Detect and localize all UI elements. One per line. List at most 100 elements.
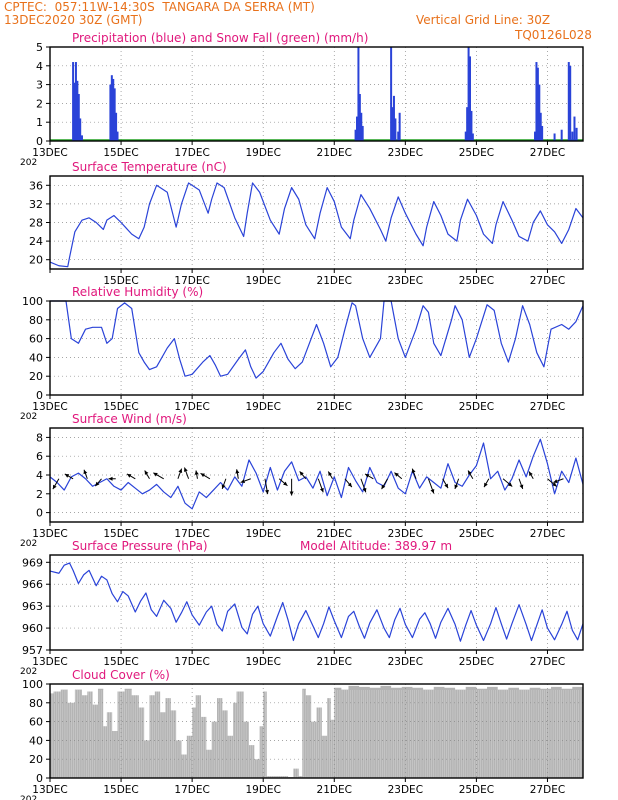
y-tick-label: 40 xyxy=(29,351,43,364)
y-tick-label: 8 xyxy=(36,431,43,444)
x-tick-label: 17DEC xyxy=(174,528,209,540)
x-tick-label: 13DEC xyxy=(32,528,67,540)
wind-arrow-head xyxy=(365,473,370,478)
wind-arrow-head xyxy=(454,484,459,489)
precip-bar xyxy=(575,127,578,141)
precip-bar xyxy=(536,67,539,141)
precip-bar xyxy=(73,82,76,141)
x-tick-label: 17DEC xyxy=(174,275,209,287)
y-tick-label: 3 xyxy=(36,79,43,92)
y-tick-label: 20 xyxy=(29,753,43,766)
precip-bar xyxy=(80,135,83,141)
precip-bar xyxy=(115,112,118,141)
wind-arrow-head xyxy=(319,487,324,493)
precip-bar xyxy=(569,65,572,141)
wind-panel: 0 2 4 6 8 13DEC 15DEC 17DEC 19DEC 21DEC 23DEC 25DEC… xyxy=(20,412,584,549)
x-tick-label: 27DEC xyxy=(530,784,565,796)
precip-bar xyxy=(571,131,574,141)
x-year-label: 202 xyxy=(20,667,37,677)
pressure-subtitle: Model Altitude: 389.97 m xyxy=(300,539,452,553)
precip-bar xyxy=(354,129,357,141)
precip-bar xyxy=(534,131,537,141)
precip-bar xyxy=(79,118,82,141)
precip-bar xyxy=(361,125,364,141)
cloud-panel: 0 20 40 60 80 100 13DEC 15DEC 17DEC 19DEC 21DEC 23D… xyxy=(20,668,584,800)
precip-bar xyxy=(560,129,563,141)
wind-arrow-head xyxy=(153,472,158,477)
x-tick-label: 21DEC xyxy=(317,147,352,159)
precip-bar xyxy=(398,112,401,141)
header-model-code: TQ0126L028 xyxy=(515,28,592,42)
precip-bar xyxy=(397,131,400,141)
x-tick-label: 15DEC xyxy=(103,147,138,159)
x-tick-label: 21DEC xyxy=(317,656,352,668)
y-tick-label: 20 xyxy=(29,370,43,383)
header-init-time: 13DEC2020 30Z (GMT) xyxy=(4,13,143,27)
wind-arrow-head xyxy=(299,471,304,476)
precip-bar xyxy=(74,62,77,141)
wind-arrow-head xyxy=(328,471,333,476)
wind-arrow-head xyxy=(552,482,557,487)
y-tick-label: 20 xyxy=(29,254,43,267)
x-tick-label: 13DEC xyxy=(32,401,67,413)
precip-bar xyxy=(116,131,119,141)
wind-arrow-head xyxy=(265,489,269,495)
x-tick-label: 25DEC xyxy=(459,401,494,413)
precip-bar xyxy=(470,110,473,141)
x-tick-label: 23DEC xyxy=(388,275,423,287)
precip-bar xyxy=(76,80,79,141)
x-tick-label: 19DEC xyxy=(245,401,280,413)
y-tick-label: 24 xyxy=(29,235,43,248)
x-tick-label: 21DEC xyxy=(317,528,352,540)
y-tick-label: 6 xyxy=(36,450,43,463)
wind-arrow-head xyxy=(221,484,226,489)
precip-bar xyxy=(391,107,394,141)
x-tick-label: 19DEC xyxy=(245,275,280,287)
wind-arrow-head xyxy=(183,467,188,472)
precip-bar xyxy=(573,116,576,141)
precip-bar xyxy=(467,47,470,141)
wind-arrow-head xyxy=(394,472,399,477)
wind-arrow-head xyxy=(178,468,183,474)
x-tick-label: 17DEC xyxy=(174,401,209,413)
wind-arrow-head xyxy=(347,482,352,488)
cloud-title: Cloud Cover (%) xyxy=(72,668,170,682)
precip-bar xyxy=(110,75,113,141)
pressure-frame xyxy=(49,554,584,651)
x-tick-label: 23DEC xyxy=(388,528,423,540)
x-tick-label: 15DEC xyxy=(103,275,138,287)
x-tick-label: 23DEC xyxy=(388,784,423,796)
x-tick-label: 27DEC xyxy=(530,275,565,287)
y-tick-label: 2 xyxy=(36,97,43,110)
y-tick-label: 0 xyxy=(36,507,43,520)
cloud-frame xyxy=(49,683,584,779)
wind-arrow-head xyxy=(362,487,367,493)
y-tick-label: 957 xyxy=(22,644,43,657)
wind-arrow-head xyxy=(83,469,88,475)
x-tick-label: 15DEC xyxy=(103,784,138,796)
wind-arrow-head xyxy=(468,470,472,475)
y-tick-label: 2 xyxy=(36,488,43,501)
wind-arrow-head xyxy=(144,470,149,475)
y-tick-label: 80 xyxy=(29,697,43,710)
rh-series-line xyxy=(50,300,584,379)
wind-arrow-head xyxy=(108,476,113,481)
y-tick-label: 28 xyxy=(29,217,43,230)
y-tick-label: 32 xyxy=(29,198,43,211)
y-tick-label: 1 xyxy=(36,116,43,129)
precip-bar xyxy=(394,118,397,141)
wind-arrow-head xyxy=(200,473,206,478)
y-tick-label: 966 xyxy=(22,578,43,591)
x-tick-label: 23DEC xyxy=(388,401,423,413)
wind-arrow-head xyxy=(194,470,199,475)
x-tick-label: 25DEC xyxy=(459,275,494,287)
precip-bar xyxy=(541,125,544,141)
y-tick-label: 969 xyxy=(22,556,43,569)
x-tick-label: 27DEC xyxy=(530,528,565,540)
precip-bar xyxy=(356,116,359,141)
rh-title: Relative Humidity (%) xyxy=(72,285,203,299)
wind-arrow-head xyxy=(444,483,449,489)
y-tick-label: 60 xyxy=(29,333,43,346)
x-tick-label: 17DEC xyxy=(174,656,209,668)
